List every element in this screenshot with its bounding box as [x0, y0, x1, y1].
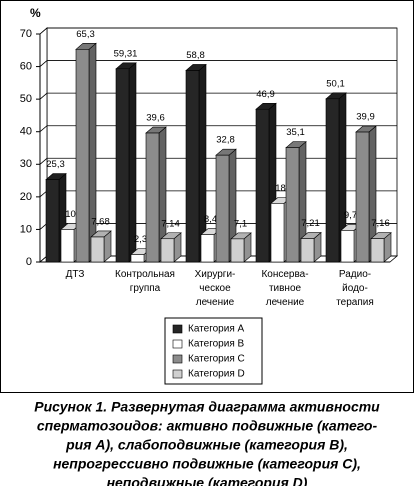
- bar: [160, 238, 175, 263]
- grid-line: [39, 157, 397, 165]
- x-tick-label: Консерва-тивное лечение: [261, 269, 308, 308]
- y-tick-label: 30: [20, 158, 32, 170]
- value-label: 10: [65, 209, 76, 220]
- bar: [370, 238, 385, 263]
- value-label: 50,1: [326, 78, 345, 89]
- legend-swatch: [172, 369, 183, 379]
- bar: [325, 98, 340, 263]
- y-axis-label: %: [30, 6, 41, 20]
- value-label: 8,4: [204, 214, 217, 225]
- bar-side: [88, 42, 97, 263]
- grid-line: [39, 60, 397, 67]
- bar: [355, 131, 370, 263]
- y-tick-label: 40: [20, 126, 32, 138]
- value-label: 46,9: [256, 89, 275, 100]
- y-tick-label: 10: [20, 223, 32, 235]
- bar-side: [128, 62, 137, 263]
- bar: [185, 70, 200, 263]
- y-tick-label: 0: [26, 256, 32, 268]
- bar: [130, 254, 145, 263]
- caption-line: неподвижные (категория D): [107, 475, 308, 486]
- grid-line: [39, 27, 397, 35]
- y-tick-label: 20: [20, 191, 32, 203]
- bar: [60, 229, 75, 263]
- legend-label: Категория A: [188, 324, 245, 335]
- value-label: 7,16: [371, 218, 390, 229]
- y-tick-label: 50: [20, 93, 32, 105]
- legend-label: Категория C: [188, 354, 245, 365]
- value-label: 32,8: [216, 135, 235, 146]
- value-label: 58,8: [186, 50, 205, 61]
- x-tick-label: Хирурги-ческое лечение: [195, 269, 236, 308]
- x-tick-label: Радио-йодо-терапия: [336, 269, 374, 308]
- value-label: 9,7: [344, 210, 357, 221]
- legend-swatch: [172, 324, 183, 334]
- x-tick-label: Контрольная группа: [115, 269, 175, 294]
- bar: [255, 108, 270, 263]
- bar: [200, 234, 215, 263]
- y-tick-label: 60: [20, 60, 32, 72]
- caption-line: сперматозоидов: активно подвижные (катег…: [37, 418, 378, 434]
- value-label: 7,21: [301, 218, 320, 229]
- bar: [340, 230, 355, 263]
- legend-swatch: [172, 339, 183, 349]
- caption-line: рия A), слабоподвижные (категория B),: [65, 437, 348, 453]
- bar: [270, 203, 285, 263]
- y-tick-label: 70: [20, 28, 32, 40]
- grid-line: [39, 92, 397, 100]
- value-label: 39,9: [356, 112, 375, 123]
- value-label: 7,14: [161, 218, 180, 229]
- value-label: 7,68: [91, 217, 110, 228]
- value-label: 2,3: [134, 234, 147, 245]
- legend-label: Категория D: [188, 369, 245, 380]
- bar: [75, 49, 90, 263]
- legend-label: Категория B: [188, 339, 245, 350]
- legend-swatch: [172, 354, 183, 364]
- caption-line: непрогрессивно подвижные (категория C),: [53, 456, 361, 472]
- bar: [90, 236, 105, 263]
- value-label: 18: [275, 183, 286, 194]
- value-label: 65,3: [76, 29, 95, 40]
- caption-line: Рисунок 1. Развернутая диаграмма активно…: [34, 399, 380, 415]
- bar: [215, 154, 230, 263]
- bar: [300, 238, 315, 263]
- bar: [45, 179, 60, 263]
- value-label: 39,6: [146, 113, 165, 124]
- value-label: 59,31: [114, 48, 138, 59]
- value-label: 25,3: [46, 159, 65, 170]
- bar: [145, 132, 160, 263]
- bar: [115, 68, 130, 263]
- bar: [230, 238, 245, 263]
- value-label: 7,1: [234, 218, 247, 229]
- value-label: 35,1: [286, 127, 305, 138]
- grid-line: [39, 125, 397, 133]
- bar: [285, 147, 300, 263]
- x-tick-label: ДТЗ: [66, 269, 85, 280]
